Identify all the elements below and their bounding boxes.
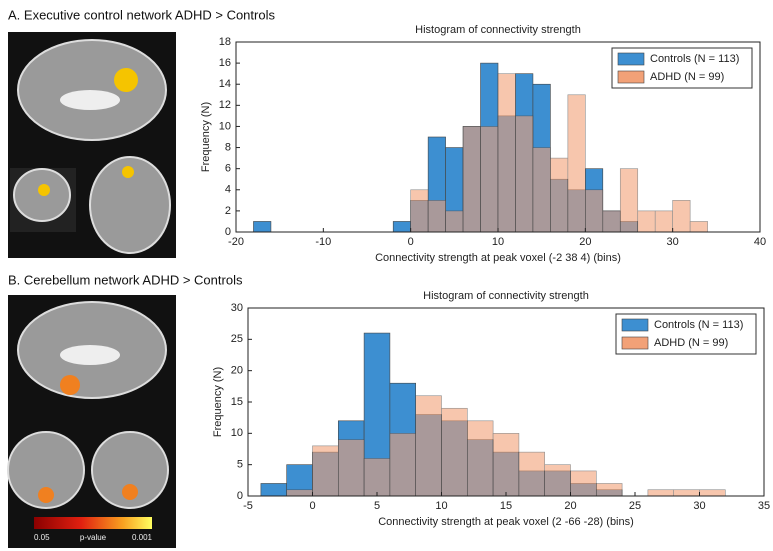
y-tick-label: 16 (219, 57, 231, 69)
bar (544, 464, 571, 497)
y-tick-label: 18 (219, 36, 231, 48)
bar (253, 221, 272, 233)
bar (619, 168, 639, 233)
y-tick-label: 25 (231, 333, 243, 345)
y-tick-label: 30 (231, 302, 243, 314)
bar (392, 221, 411, 233)
bar (602, 210, 621, 233)
x-axis-label: Connectivity strength at peak voxel (-2 … (375, 252, 621, 264)
bar (699, 489, 726, 497)
bar (260, 483, 287, 497)
bar (312, 445, 339, 497)
bar (654, 210, 673, 233)
chart-title: Histogram of connectivity strength (415, 24, 581, 36)
bar (570, 470, 597, 497)
y-tick-label: 14 (219, 78, 231, 90)
bar (441, 407, 468, 497)
legend-label: Controls (N = 113) (650, 53, 739, 65)
y-tick-label: 2 (225, 205, 231, 217)
bar (497, 73, 516, 233)
y-tick-label: 0 (225, 226, 231, 238)
bar (647, 489, 675, 497)
x-tick-label: 15 (500, 500, 512, 512)
bar (532, 147, 551, 233)
series (410, 73, 708, 233)
bar (480, 126, 499, 233)
panel-title: A. Executive control network ADHD > Cont… (8, 7, 275, 22)
bar (427, 200, 446, 233)
bar (585, 189, 604, 233)
colorbar-label: 0.05 (34, 533, 50, 542)
y-tick-label: 5 (237, 459, 243, 471)
bar (518, 451, 546, 497)
legend-label: Controls (N = 113) (654, 319, 743, 331)
y-tick-label: 12 (219, 99, 231, 111)
bar (567, 94, 586, 233)
y-axis-label: Frequency (N) (200, 102, 212, 172)
y-tick-label: 4 (225, 184, 231, 196)
x-tick-label: 0 (309, 500, 315, 512)
bar (363, 458, 391, 497)
legend-swatch (621, 318, 649, 332)
x-tick-label: -20 (228, 236, 244, 248)
x-tick-label: 10 (492, 236, 504, 248)
series (286, 395, 726, 497)
x-tick-label: 30 (693, 500, 705, 512)
chart-title: Histogram of connectivity strength (423, 290, 589, 302)
bar (673, 489, 700, 497)
bar (637, 210, 656, 233)
x-tick-label: 20 (579, 236, 591, 248)
x-tick-label: 35 (758, 500, 770, 512)
bar (595, 483, 623, 497)
x-tick-label: 10 (435, 500, 447, 512)
legend-label: ADHD (N = 99) (654, 337, 728, 349)
y-tick-label: 6 (225, 163, 231, 175)
x-tick-label: 30 (667, 236, 679, 248)
colorbar-label: p-value (80, 533, 107, 542)
y-tick-label: 15 (231, 396, 243, 408)
bar (492, 433, 520, 497)
bar (515, 115, 534, 233)
bar (466, 420, 494, 497)
x-tick-label: 5 (374, 500, 380, 512)
x-tick-label: -5 (243, 500, 253, 512)
bar (337, 439, 365, 497)
x-axis-label: Connectivity strength at peak voxel (2 -… (378, 516, 634, 528)
legend-swatch (617, 52, 645, 66)
bar (672, 200, 691, 233)
bar (445, 210, 464, 233)
x-tick-label: 25 (629, 500, 641, 512)
x-tick-label: 20 (564, 500, 576, 512)
legend-swatch (617, 70, 645, 84)
y-tick-label: 8 (225, 141, 231, 153)
legend-swatch (621, 336, 649, 350)
legend-label: ADHD (N = 99) (650, 71, 724, 83)
y-tick-label: 0 (237, 490, 243, 502)
y-axis-label: Frequency (N) (212, 367, 224, 437)
bar (389, 433, 416, 497)
panel-title: B. Cerebellum network ADHD > Controls (8, 272, 243, 287)
bar (462, 126, 481, 233)
bar (550, 157, 569, 233)
x-tick-label: 0 (408, 236, 414, 248)
brain-images (8, 32, 176, 258)
y-tick-label: 20 (231, 365, 243, 377)
brain-images: 0.05 p-value 0.001 (7, 295, 176, 548)
x-tick-label: -10 (315, 236, 331, 248)
colorbar-label: 0.001 (132, 533, 153, 542)
y-tick-label: 10 (219, 120, 231, 132)
y-tick-label: 10 (231, 427, 243, 439)
x-tick-label: 40 (754, 236, 766, 248)
bar (689, 221, 708, 233)
bar (410, 189, 429, 233)
bar (415, 395, 442, 497)
bar (286, 489, 313, 497)
